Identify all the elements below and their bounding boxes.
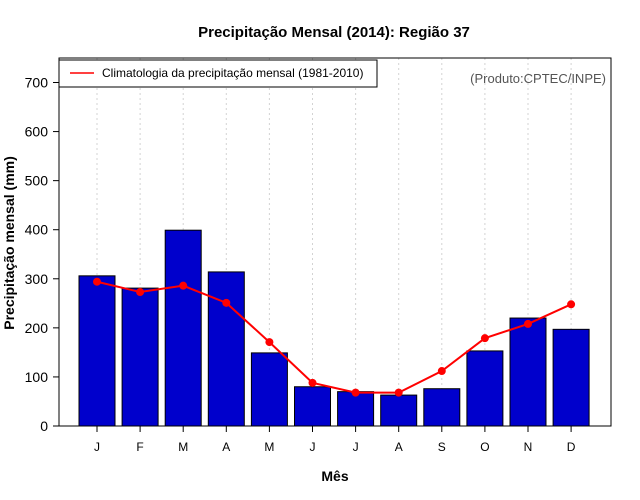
legend-box	[58, 59, 378, 88]
y-tick-label: 300	[25, 271, 49, 287]
y-tick-label: 700	[25, 75, 49, 91]
bar-7	[337, 391, 375, 427]
x-tick-label: M	[264, 440, 274, 454]
legend: Climatologia da precipitação mensal (198…	[58, 59, 378, 88]
x-tick-label: J	[310, 440, 316, 454]
climatology-point-6	[308, 378, 317, 387]
bar-10	[466, 350, 504, 427]
y-tick-label: 600	[25, 124, 49, 140]
y-tick-label: 200	[25, 320, 49, 336]
y-tick-label: 500	[25, 173, 49, 189]
x-tick-label: J	[353, 440, 359, 454]
x-tick-label: A	[395, 440, 403, 454]
bar-6	[294, 386, 331, 427]
bar-2	[121, 287, 159, 427]
x-tick-label: N	[524, 440, 533, 454]
climatology-point-9	[437, 367, 446, 376]
y-tick-label: 100	[25, 369, 49, 385]
climatology-point-2	[136, 288, 145, 297]
x-tick-label: J	[94, 440, 100, 454]
plot-frame	[58, 57, 612, 427]
bar-1	[78, 275, 116, 427]
climatology-line	[93, 277, 576, 397]
bar-11	[509, 317, 547, 427]
climatology-point-1	[93, 277, 101, 286]
bar-4	[207, 271, 245, 427]
x-tick-label: A	[222, 440, 230, 454]
chart-title: Precipitação Mensal (2014): Região 37	[198, 24, 470, 41]
bar-8	[380, 394, 418, 427]
bars	[78, 229, 590, 427]
legend-entry-climatology: Climatologia da precipitação mensal (198…	[102, 66, 363, 80]
y-axis: 0 100 200 300 400 500 600 700	[25, 75, 59, 434]
bar-3	[164, 229, 202, 427]
climatology-point-3	[179, 281, 188, 290]
y-tick-label: 400	[25, 222, 49, 238]
y-tick-label: 0	[40, 418, 48, 434]
climatology-point-8	[394, 388, 403, 397]
x-tick-label: M	[178, 440, 188, 454]
climatology-polyline	[96, 280, 572, 394]
x-tick-label: O	[480, 440, 489, 454]
credit-annotation: (Produto:CPTEC/INPE)	[470, 71, 606, 86]
x-tick-label: D	[567, 440, 576, 454]
climatology-point-11	[524, 319, 532, 328]
bar-9	[423, 388, 461, 427]
climatology-point-5	[265, 338, 274, 347]
climatology-point-7	[351, 388, 360, 397]
x-tick-label: S	[438, 440, 446, 454]
x-axis-title: Mês	[321, 468, 348, 484]
climatology-point-4	[222, 298, 231, 307]
bar-12	[552, 328, 590, 427]
bar-5	[250, 352, 288, 427]
climatology-point-12	[567, 300, 576, 309]
x-tick-label: F	[136, 440, 143, 454]
y-axis-title: Precipitação mensal (mm)	[1, 156, 17, 330]
climatology-point-10	[480, 334, 489, 343]
